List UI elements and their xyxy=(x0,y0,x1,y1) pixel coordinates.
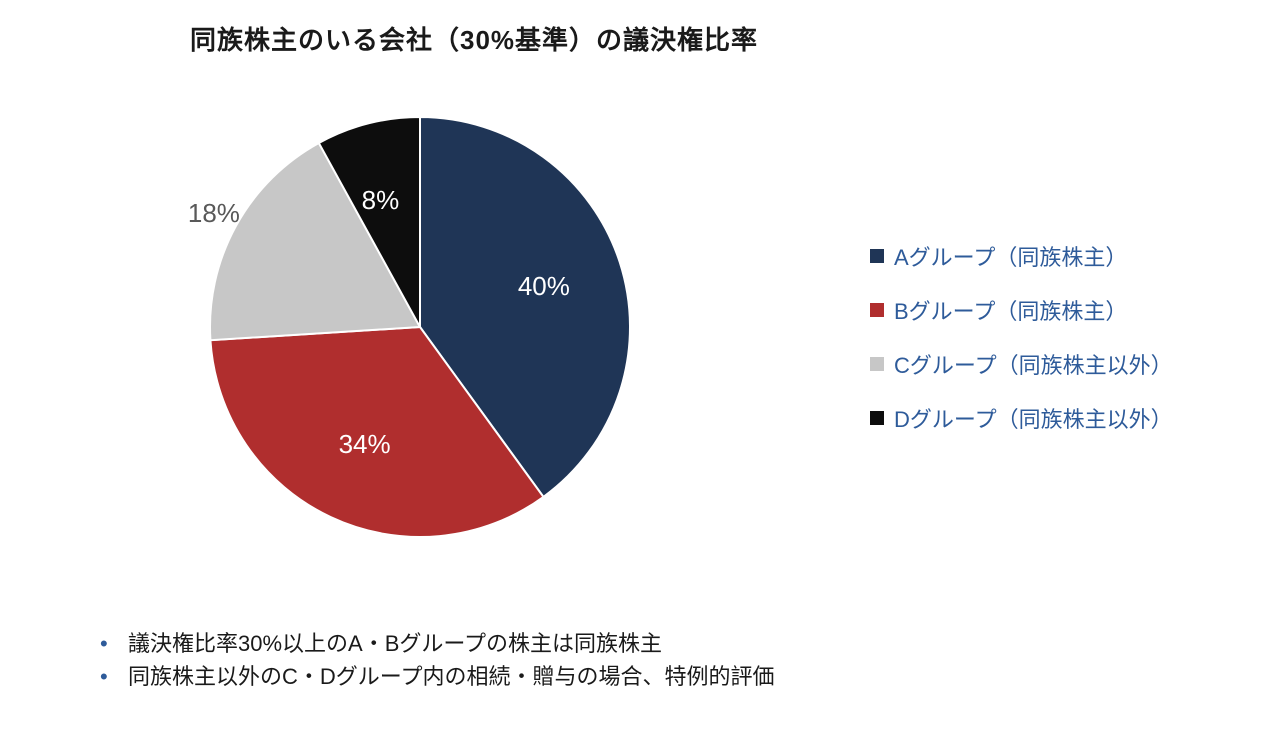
legend-swatch xyxy=(870,249,884,263)
legend-label: Dグループ（同族株主以外） xyxy=(894,402,1173,434)
pie-slice-label: 8% xyxy=(362,185,400,216)
legend-label: Aグループ（同族株主） xyxy=(894,240,1127,272)
legend-item: Cグループ（同族株主以外） xyxy=(870,348,1173,380)
legend-swatch xyxy=(870,303,884,317)
chart-area: 40% 34% 18% 8% xyxy=(40,77,740,597)
pie-chart xyxy=(210,117,630,537)
chart-container: 同族株主のいる会社（30%基準）の議決権比率 40% 34% 18% 8% Aグループ… xyxy=(0,0,1280,735)
legend-label: Cグループ（同族株主以外） xyxy=(894,348,1173,380)
pie-wrap xyxy=(210,117,630,537)
legend-item: Aグループ（同族株主） xyxy=(870,240,1173,272)
legend: Aグループ（同族株主） Bグループ（同族株主） Cグループ（同族株主以外） Dグループ… xyxy=(870,218,1173,456)
chart-row: 40% 34% 18% 8% Aグループ（同族株主） Bグループ（同族株主） Cグループ（… xyxy=(40,77,1240,597)
pie-slice-label: 40% xyxy=(518,271,570,302)
legend-item: Dグループ（同族株主以外） xyxy=(870,402,1173,434)
notes-list: 議決権比率30%以上のA・Bグループの株主は同族株主同族株主以外のC・Dグループ… xyxy=(100,627,1240,693)
chart-title: 同族株主のいる会社（30%基準）の議決権比率 xyxy=(190,20,1240,57)
pie-slice-label: 34% xyxy=(339,429,391,460)
note-item: 議決権比率30%以上のA・Bグループの株主は同族株主 xyxy=(100,627,1240,660)
note-item: 同族株主以外のC・Dグループ内の相続・贈与の場合、特例的評価 xyxy=(100,660,1240,693)
legend-label: Bグループ（同族株主） xyxy=(894,294,1127,326)
pie-slice-label: 18% xyxy=(188,198,240,229)
legend-swatch xyxy=(870,357,884,371)
legend-item: Bグループ（同族株主） xyxy=(870,294,1173,326)
legend-swatch xyxy=(870,411,884,425)
notes-section: 議決権比率30%以上のA・Bグループの株主は同族株主同族株主以外のC・Dグループ… xyxy=(100,627,1240,693)
